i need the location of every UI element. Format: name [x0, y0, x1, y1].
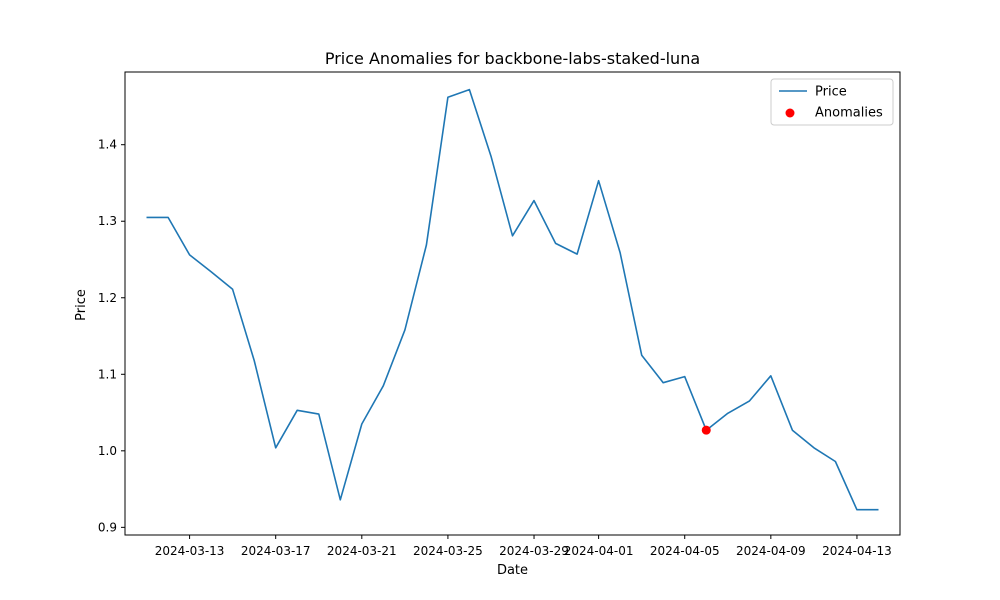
x-axis: 2024-03-13 2024-03-17 2024-03-21 2024-03-25…	[155, 535, 892, 558]
plot-frame	[124, 71, 901, 536]
anomaly-point	[701, 425, 711, 435]
x-tick-label: 2024-04-05	[650, 544, 720, 558]
plot-area	[124, 71, 901, 536]
legend-label-anomalies: Anomalies	[815, 106, 883, 121]
price-line	[146, 88, 879, 511]
legend: Price Anomalies	[770, 78, 894, 126]
y-axis-label: Price	[74, 289, 89, 321]
y-tick-label: 0.9	[98, 520, 117, 534]
y-tick-label: 1.1	[98, 367, 117, 381]
legend-swatch-anomalies	[785, 108, 795, 118]
y-tick-label: 1.3	[98, 214, 117, 228]
x-tick-label: 2024-04-09	[736, 544, 806, 558]
x-tick-label: 2024-03-13	[155, 544, 225, 558]
chart-title: Price Anomalies for backbone-labs-staked…	[325, 49, 700, 68]
x-tick-label: 2024-03-25	[413, 544, 483, 558]
x-tick-label: 2024-04-13	[822, 544, 892, 558]
x-tick-label: 2024-03-29	[499, 544, 569, 558]
x-axis-label: Date	[497, 563, 528, 578]
y-tick-label: 1.2	[98, 291, 117, 305]
y-axis: 0.9 1.0 1.1 1.2 1.3 1.4	[98, 138, 125, 534]
x-tick-label: 2024-04-01	[564, 544, 634, 558]
y-tick-label: 1.4	[98, 138, 117, 152]
legend-label-price: Price	[815, 85, 847, 100]
series-layer	[146, 88, 879, 511]
x-tick-label: 2024-03-21	[327, 544, 397, 558]
x-tick-label: 2024-03-17	[241, 544, 311, 558]
y-tick-label: 1.0	[98, 444, 117, 458]
